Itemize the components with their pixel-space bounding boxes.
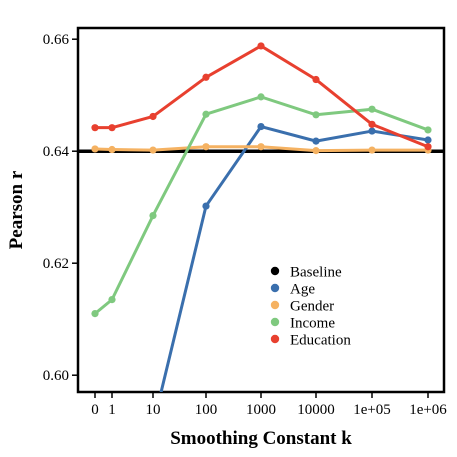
- plot-area: [78, 42, 444, 392]
- y-tick-label: 0.66: [43, 32, 70, 48]
- x-tick-label: 10000: [297, 402, 335, 418]
- data-point-age: [257, 122, 265, 131]
- data-point-income: [257, 93, 265, 101]
- legend-label-gender: Gender: [290, 299, 334, 315]
- data-point-gender: [257, 143, 265, 151]
- data-point-age: [312, 137, 320, 145]
- x-tick-label: 1e+06: [409, 402, 447, 418]
- data-point-gender: [91, 145, 99, 153]
- x-tick-label: 1e+05: [353, 402, 391, 418]
- data-point-income: [424, 126, 432, 134]
- data-point-education: [424, 143, 432, 151]
- legend-label-baseline: Baseline: [290, 265, 342, 281]
- data-point-gender: [108, 145, 116, 154]
- data-point-gender: [312, 147, 320, 155]
- series-line-gender: [94, 145, 428, 153]
- series-line-income: [94, 95, 429, 315]
- legend-marker-baseline: [270, 266, 280, 276]
- series-line-age: [159, 125, 429, 392]
- data-point-income: [91, 310, 99, 318]
- data-point-education: [202, 73, 210, 81]
- data-point-education: [257, 42, 265, 50]
- series-line-education: [95, 44, 429, 149]
- x-axis: 0 1 10 100 1000 10000 1e+05 1e+06: [91, 392, 447, 418]
- legend-label-age: Age: [290, 282, 315, 298]
- x-tick-label: 100: [195, 402, 218, 418]
- data-point-age: [424, 136, 432, 144]
- data-point-income: [312, 111, 320, 119]
- data-point-income: [108, 296, 116, 304]
- data-point-education: [312, 75, 320, 84]
- data-point-income: [149, 212, 157, 220]
- data-point-age: [368, 127, 376, 135]
- data-point-gender: [202, 143, 210, 151]
- legend-label-income: Income: [290, 316, 335, 332]
- legend-marker-education: [270, 334, 280, 344]
- data-point-gender: [368, 146, 376, 154]
- y-axis: 0.60 0.62 0.64 0.66: [43, 32, 78, 384]
- legend-marker-age: [270, 283, 280, 293]
- data-point-education: [108, 124, 116, 132]
- legend-marker-income: [270, 317, 280, 327]
- data-point-age: [202, 202, 210, 210]
- y-axis-title: Pearson r: [6, 170, 27, 249]
- y-tick-label: 0.64: [43, 144, 70, 160]
- legend-label-education: Education: [290, 333, 351, 349]
- data-point-education: [368, 120, 376, 128]
- data-point-income: [202, 110, 210, 118]
- data-point-income: [368, 105, 376, 113]
- x-tick-label: 0: [91, 402, 99, 418]
- data-point-education: [91, 124, 99, 132]
- x-tick-label: 1: [108, 402, 116, 418]
- legend-marker-gender: [270, 300, 280, 310]
- x-axis-title: Smoothing Constant k: [170, 428, 352, 449]
- x-tick-label: 10: [146, 402, 161, 418]
- data-point-education: [149, 112, 157, 121]
- data-point-gender: [149, 146, 157, 154]
- plot-frame: [76, 26, 446, 394]
- y-tick-label: 0.62: [43, 256, 69, 272]
- x-tick-label: 1000: [246, 402, 276, 418]
- y-tick-label: 0.60: [43, 368, 69, 384]
